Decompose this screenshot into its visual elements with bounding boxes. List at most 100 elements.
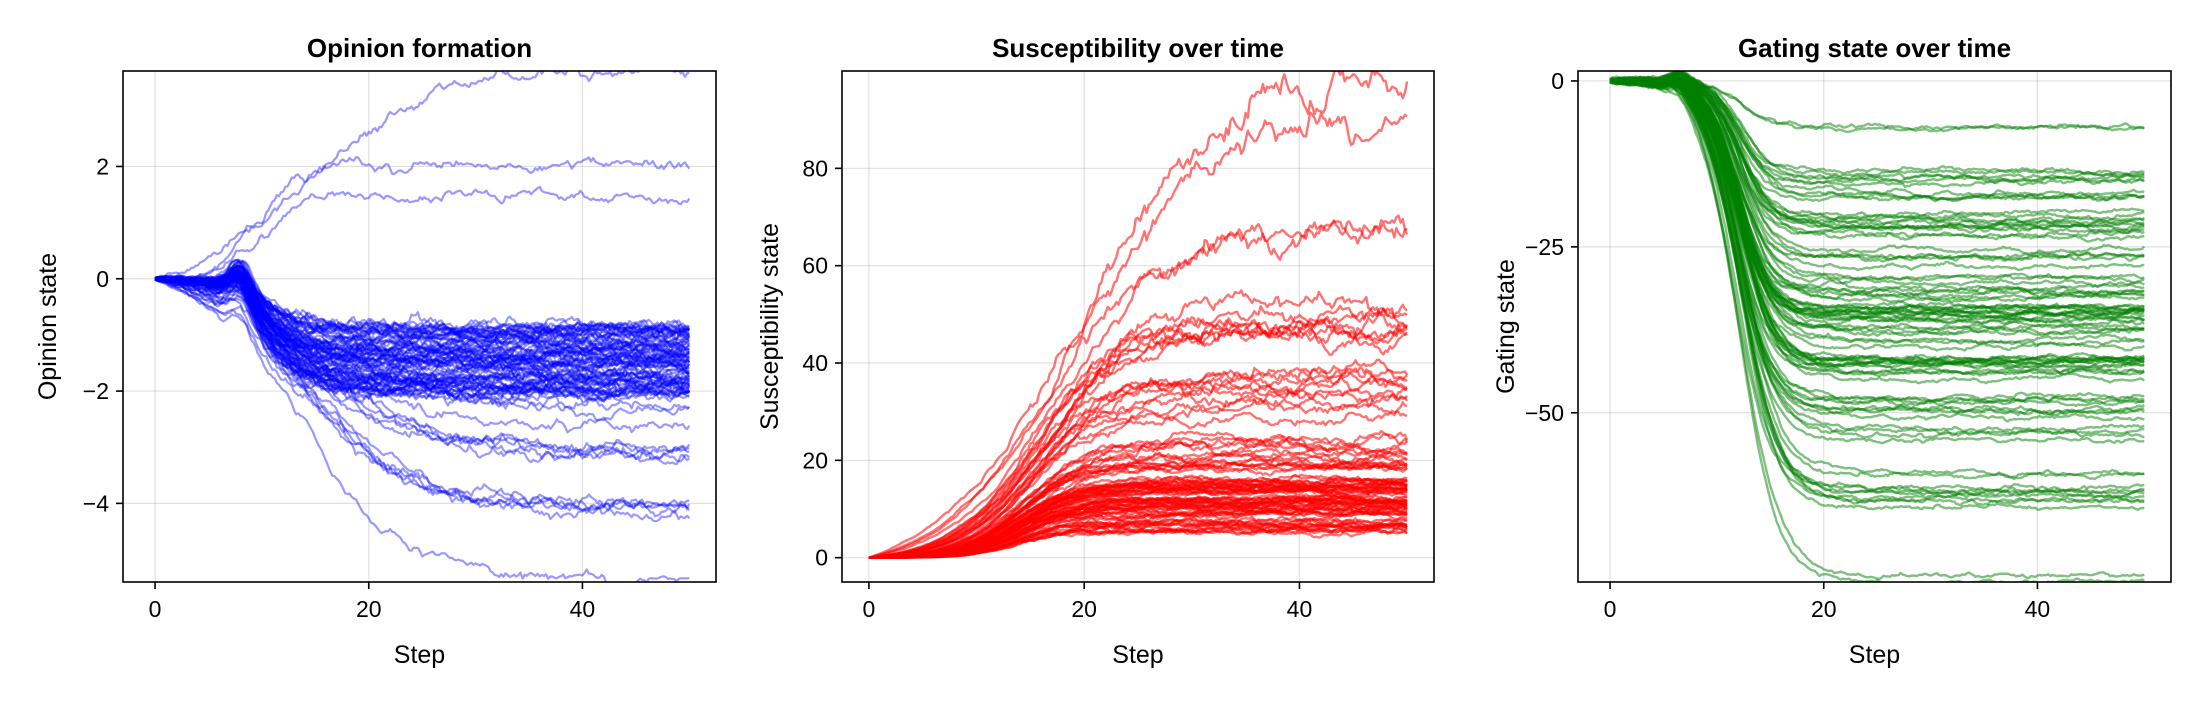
- x-tick-label: 20: [356, 596, 382, 622]
- y-axis-label: Gating state: [1492, 259, 1520, 394]
- series-line: [154, 277, 690, 514]
- series-line: [154, 271, 690, 395]
- series-line: [155, 269, 691, 348]
- x-tick-label: 0: [149, 596, 162, 622]
- series-line: [154, 275, 690, 363]
- series-line: [154, 270, 690, 377]
- series-line: [154, 265, 690, 339]
- series-line: [154, 275, 690, 403]
- series-line: [154, 269, 691, 355]
- axes-frame: [1577, 70, 2172, 583]
- series-line: [155, 278, 690, 458]
- series-line: [154, 277, 691, 460]
- panel-title: Susceptibility over time: [992, 33, 1284, 63]
- series-line: [154, 264, 690, 377]
- x-tick-label: 40: [1287, 596, 1313, 622]
- series-line: [154, 272, 691, 355]
- y-tick-label: 60: [802, 253, 828, 279]
- series-line: [154, 274, 691, 399]
- series-line: [154, 264, 690, 337]
- series-line: [155, 271, 691, 368]
- panel-2: 0 20 40 0 20 40 60 80 Susceptibility over time St…: [756, 33, 1435, 669]
- x-tick-label: 0: [863, 596, 876, 622]
- series-line: [155, 278, 691, 463]
- series-line: [154, 265, 690, 370]
- series-line: [154, 265, 690, 341]
- series-line: [868, 366, 1408, 559]
- series-line: [868, 111, 1408, 559]
- series-line: [154, 265, 691, 369]
- y-tick-label: 2: [96, 153, 109, 179]
- series-line: [154, 278, 690, 401]
- series-group: [154, 71, 691, 582]
- series-line: [868, 438, 1408, 559]
- series-line: [1609, 77, 2145, 581]
- y-tick-label: 0: [96, 266, 109, 292]
- series-line: [154, 185, 691, 283]
- series-line: [1610, 71, 2145, 186]
- series-line: [868, 482, 1408, 559]
- series-line: [868, 525, 1408, 559]
- panel-1: 0 20 40 −4 −2 0 2 Opinion formation Step Opinion …: [34, 33, 717, 669]
- series-line: [154, 274, 690, 376]
- series-line: [1609, 76, 2145, 346]
- series-line: [154, 260, 690, 361]
- y-tick-label: −4: [83, 490, 109, 516]
- y-tick-label: −50: [1525, 400, 1564, 426]
- series-line: [1609, 78, 2145, 479]
- series-line: [155, 274, 690, 368]
- series-line: [154, 265, 690, 344]
- x-axis-label: Step: [1112, 641, 1163, 669]
- panel-3: 0 20 40 0 −25 −50 Gating state over time Step Ga…: [1492, 33, 2172, 669]
- series-line: [154, 276, 691, 378]
- series-line: [154, 264, 691, 369]
- series-line: [154, 277, 691, 375]
- series-line: [155, 274, 690, 359]
- series-line: [1610, 75, 2145, 262]
- series-line: [154, 271, 691, 416]
- series-line: [154, 261, 690, 338]
- series-line: [154, 275, 691, 372]
- series-line: [154, 270, 690, 362]
- series-line: [154, 270, 690, 390]
- x-axis-label: Step: [394, 641, 445, 669]
- series-line: [154, 271, 691, 403]
- series-line: [155, 276, 691, 393]
- series-line: [154, 156, 691, 283]
- series-line: [1609, 75, 2145, 408]
- series-line: [154, 265, 690, 382]
- x-tick-label: 40: [570, 596, 596, 622]
- series-line: [868, 71, 1409, 559]
- series-line: [154, 274, 690, 402]
- series-line: [154, 276, 691, 397]
- series-line: [154, 274, 690, 402]
- series-line: [154, 276, 691, 392]
- y-tick-label: 0: [1551, 68, 1564, 94]
- series-line: [155, 265, 690, 386]
- series-line: [154, 273, 690, 359]
- series-line: [154, 275, 690, 376]
- series-group: [1609, 71, 2146, 582]
- series-line: [154, 273, 691, 365]
- series-line: [154, 267, 691, 346]
- series-line: [154, 274, 691, 369]
- series-line: [154, 272, 690, 340]
- series-line: [154, 275, 691, 396]
- panel-title: Gating state over time: [1738, 33, 2011, 63]
- series-line: [154, 272, 691, 378]
- series-line: [154, 276, 691, 372]
- y-tick-label: −25: [1525, 234, 1564, 260]
- series-line: [154, 269, 690, 341]
- series-line: [154, 270, 691, 396]
- series-line: [154, 71, 690, 281]
- y-tick-label: 40: [802, 350, 828, 376]
- series-line: [1609, 77, 2145, 366]
- series-line: [154, 258, 690, 337]
- series-line: [154, 275, 691, 386]
- series-line: [154, 278, 690, 512]
- series-line: [155, 276, 691, 388]
- series-line: [154, 278, 691, 523]
- series-line: [868, 303, 1408, 559]
- y-tick-label: 20: [802, 447, 828, 473]
